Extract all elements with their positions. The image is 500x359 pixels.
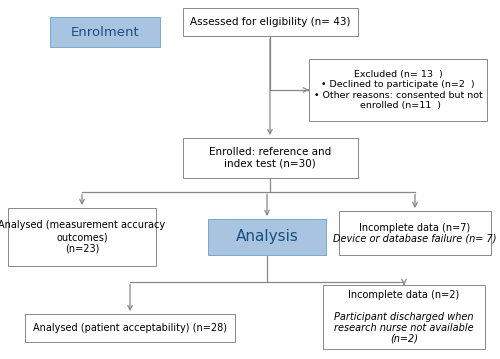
Text: Incomplete data (n=2): Incomplete data (n=2) (348, 290, 460, 300)
FancyBboxPatch shape (323, 285, 485, 349)
FancyBboxPatch shape (182, 138, 358, 178)
FancyBboxPatch shape (25, 314, 235, 342)
FancyBboxPatch shape (50, 17, 160, 47)
Text: Analysis: Analysis (236, 229, 298, 244)
Text: research nurse not available: research nurse not available (334, 323, 474, 333)
Text: Analysed (measurement accuracy
outcomes)
(n=23): Analysed (measurement accuracy outcomes)… (0, 220, 166, 253)
Text: enrolled (n=11  ): enrolled (n=11 ) (354, 101, 442, 110)
FancyBboxPatch shape (8, 208, 156, 266)
FancyBboxPatch shape (309, 59, 487, 121)
FancyBboxPatch shape (339, 211, 491, 255)
FancyBboxPatch shape (182, 8, 358, 36)
Text: Enrolled: reference and
index test (n=30): Enrolled: reference and index test (n=30… (209, 147, 331, 169)
Text: Assessed for eligibility (n= 43): Assessed for eligibility (n= 43) (190, 17, 350, 27)
FancyBboxPatch shape (208, 219, 326, 255)
Text: • Declined to participate (n=2  ): • Declined to participate (n=2 ) (321, 80, 475, 89)
Text: Excluded (n= 13  ): Excluded (n= 13 ) (354, 70, 442, 79)
Text: Analysed (patient acceptability) (n=28): Analysed (patient acceptability) (n=28) (33, 323, 227, 333)
Text: • Other reasons: consented but not: • Other reasons: consented but not (314, 91, 482, 100)
Text: Device or database failure (n= 7): Device or database failure (n= 7) (333, 233, 497, 243)
Text: Enrolment: Enrolment (70, 25, 140, 38)
Text: Participant discharged when: Participant discharged when (334, 312, 474, 322)
Text: (n=2): (n=2) (390, 334, 418, 344)
Text: Incomplete data (n=7): Incomplete data (n=7) (360, 223, 470, 233)
